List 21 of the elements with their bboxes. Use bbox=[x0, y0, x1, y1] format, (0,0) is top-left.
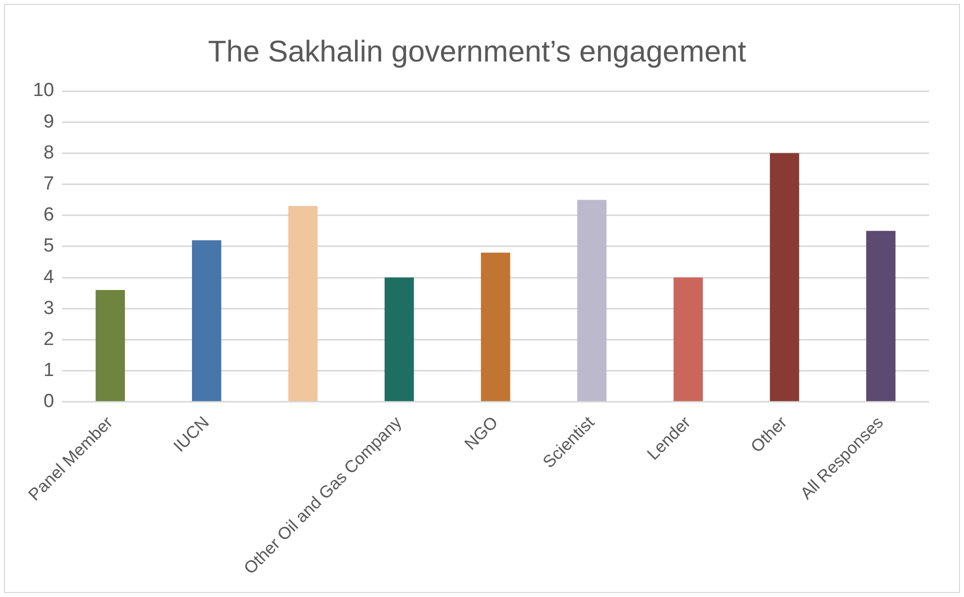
y-tick-label: 7 bbox=[44, 174, 54, 195]
bar bbox=[674, 278, 703, 402]
bar bbox=[480, 252, 510, 402]
bar bbox=[96, 290, 125, 402]
y-tick-label: 8 bbox=[44, 142, 54, 164]
bar bbox=[866, 230, 896, 402]
y-tick-label: 6 bbox=[44, 204, 54, 226]
bar bbox=[288, 206, 318, 402]
y-tick-label: 10 bbox=[32, 80, 54, 102]
bar bbox=[770, 153, 800, 402]
y-tick-label: 1 bbox=[44, 360, 54, 382]
y-tick-label: 5 bbox=[44, 236, 54, 257]
y-tick-label: 3 bbox=[44, 298, 54, 319]
y-tick-label: 2 bbox=[44, 328, 54, 350]
y-tick-label: 0 bbox=[44, 391, 54, 412]
bar bbox=[192, 240, 222, 402]
y-tick-label: 4 bbox=[44, 266, 55, 288]
y-tick-label: 9 bbox=[44, 111, 54, 132]
bar bbox=[384, 278, 414, 402]
bar bbox=[577, 200, 607, 402]
chart-title: The Sakhalin government’s engagement bbox=[208, 35, 747, 68]
